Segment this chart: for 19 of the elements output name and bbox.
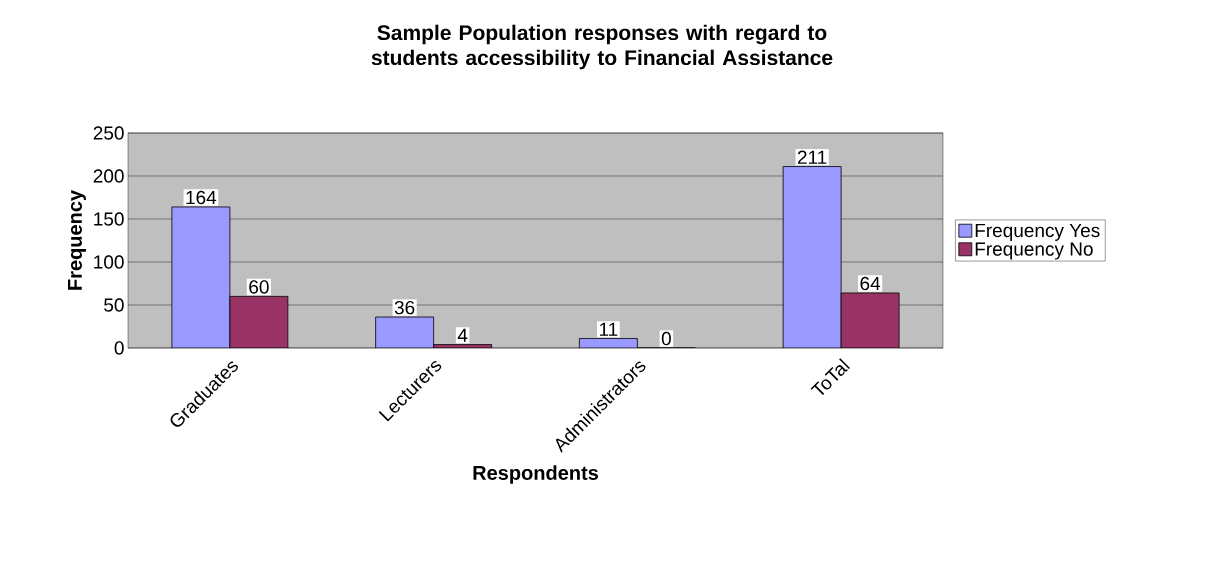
data-label: 60: [249, 280, 269, 294]
data-label: 64: [860, 276, 881, 291]
y-tick-label: 100: [94, 255, 124, 269]
data-label: 4: [457, 328, 468, 342]
legend-label: Frequency Yes: [975, 223, 1100, 241]
y-tick-label: 50: [104, 298, 124, 312]
data-label: 0: [661, 331, 671, 346]
chart-title: Sample Population responses with regard to students accessibility to Financial Assistance: [371, 24, 833, 70]
y-tick-label: 250: [93, 126, 124, 140]
data-label: 36: [394, 300, 415, 315]
y-tick-label: 0: [114, 341, 124, 355]
y-axis-title: Frequency: [68, 190, 86, 290]
data-label: 11: [599, 322, 618, 336]
legend-label: Frequency No: [975, 242, 1093, 260]
x-axis-title: Respondents: [473, 465, 599, 484]
data-label: 211: [797, 150, 827, 164]
data-label: 164: [186, 190, 217, 205]
y-tick-label: 200: [93, 169, 124, 183]
y-tick-label: 150: [94, 212, 124, 226]
